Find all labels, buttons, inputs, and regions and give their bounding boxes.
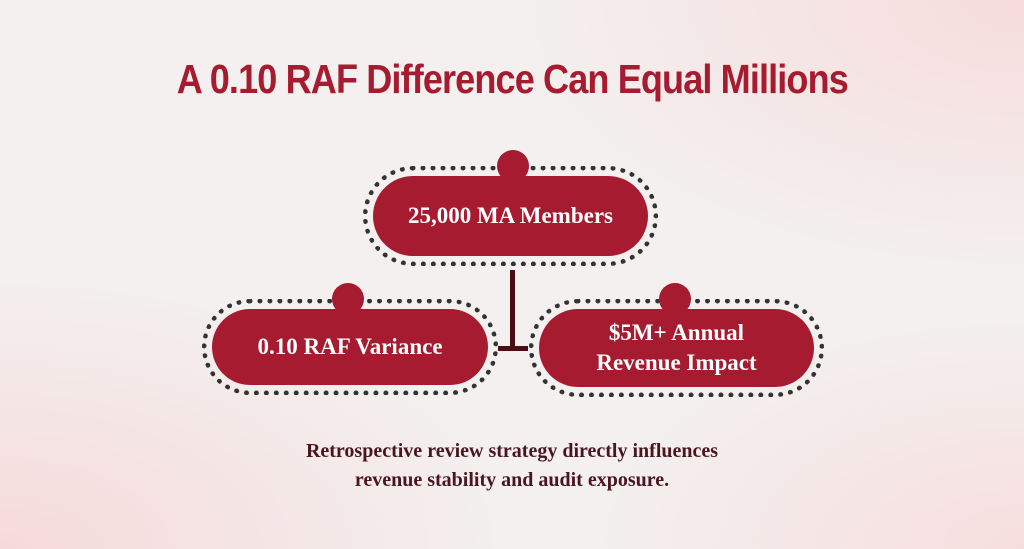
node-label: 25,000 MA Members (373, 176, 648, 256)
caption: Retrospective review strategy directly i… (0, 437, 1024, 495)
connector-horizontal (498, 346, 528, 351)
node-label: 0.10 RAF Variance (212, 309, 488, 385)
node-label-line2: Revenue Impact (596, 350, 757, 375)
node-label: $5M+ Annual Revenue Impact (539, 309, 814, 387)
caption-line2: revenue stability and audit exposure. (354, 469, 670, 491)
title-text: A 0.10 RAF Difference Can Equal Millions (176, 56, 848, 102)
connector-vertical (510, 270, 515, 350)
caption-line1: Retrospective review strategy directly i… (305, 440, 719, 462)
page-title: A 0.10 RAF Difference Can Equal Millions (0, 56, 1024, 103)
node-label-line1: $5M+ Annual (608, 320, 745, 345)
